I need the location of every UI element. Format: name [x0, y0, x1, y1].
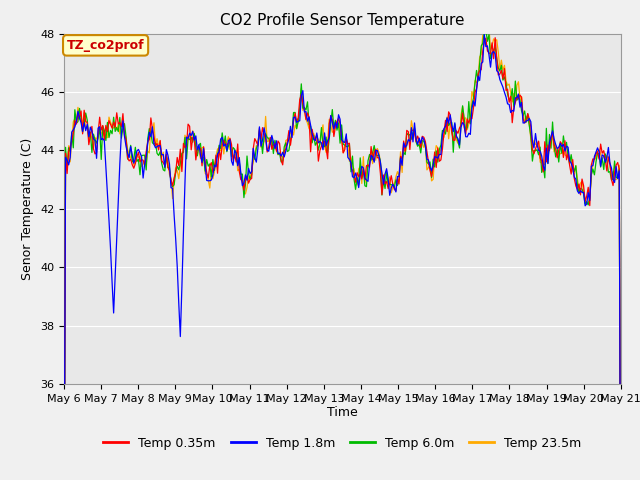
- X-axis label: Time: Time: [327, 407, 358, 420]
- Text: TZ_co2prof: TZ_co2prof: [67, 39, 145, 52]
- Y-axis label: Senor Temperature (C): Senor Temperature (C): [22, 138, 35, 280]
- Title: CO2 Profile Sensor Temperature: CO2 Profile Sensor Temperature: [220, 13, 465, 28]
- Legend: Temp 0.35m, Temp 1.8m, Temp 6.0m, Temp 23.5m: Temp 0.35m, Temp 1.8m, Temp 6.0m, Temp 2…: [98, 432, 587, 455]
